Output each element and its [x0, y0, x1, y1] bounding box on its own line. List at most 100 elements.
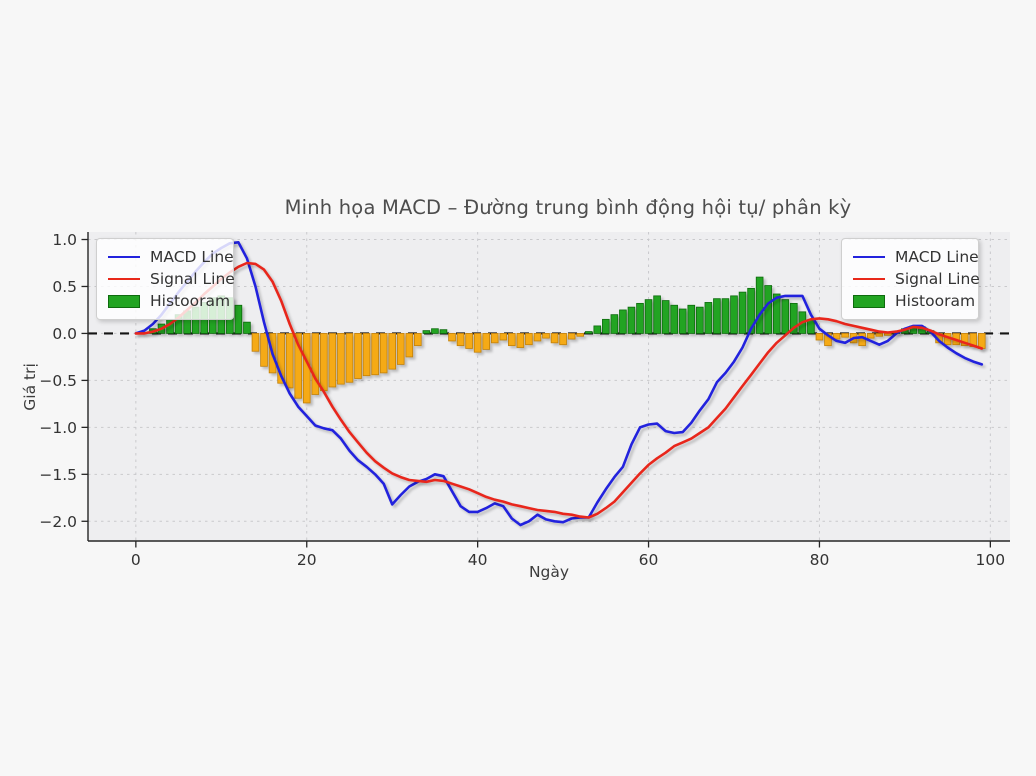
legend-label-macd: MACD Line — [150, 248, 234, 266]
histogram-swatch — [853, 294, 885, 308]
histogram-bar — [354, 333, 362, 379]
histogram-bar — [841, 333, 849, 338]
x-tick-label: 60 — [639, 551, 659, 569]
y-tick-label: −1.5 — [39, 466, 77, 484]
legend-label-signal: Signal Line — [895, 270, 980, 288]
histogram-bar — [337, 333, 345, 385]
y-tick-label: 0.0 — [52, 325, 77, 343]
histogram-bar — [405, 333, 414, 358]
histogram-swatch — [108, 294, 140, 308]
legend-label-histogram: Histooram — [895, 292, 976, 310]
histogram-bar — [875, 333, 884, 337]
x-tick-label: 100 — [976, 551, 1006, 569]
legend-label-macd: MACD Line — [895, 248, 979, 266]
histogram-bar — [465, 333, 473, 349]
x-tick-label: 0 — [131, 551, 141, 569]
macd-line-swatch — [853, 256, 885, 258]
histogram-bar — [328, 333, 337, 388]
x-tick-label: 40 — [468, 551, 488, 569]
histogram-bar — [978, 333, 986, 349]
histogram-bar — [781, 299, 790, 334]
histogram-bar — [653, 295, 661, 334]
y-tick-label: −0.5 — [39, 372, 77, 390]
histogram-bar — [713, 298, 721, 334]
histogram-bar — [721, 298, 730, 334]
y-axis-label: Giá trị — [21, 363, 39, 411]
histogram-bar — [790, 302, 798, 334]
legend-label-signal: Signal Line — [150, 270, 235, 288]
histogram-bar — [807, 319, 815, 334]
legend-item-macd: MACD Line — [853, 246, 979, 268]
legend-label-histogram: Histooram — [150, 292, 231, 310]
histogram-bar — [738, 291, 747, 334]
histogram-bar — [482, 333, 490, 350]
histogram-bar — [593, 325, 602, 334]
histogram-bar — [533, 333, 542, 342]
x-axis-label: Ngày — [528, 563, 570, 581]
legend-upper-right: MACD Line Signal Line Histooram — [841, 238, 980, 320]
histogram-bar — [747, 287, 755, 334]
histogram-bar — [602, 318, 610, 334]
histogram-bar — [704, 302, 713, 334]
histogram-bar — [456, 333, 465, 347]
histogram-bar — [371, 333, 379, 376]
histogram-bar — [567, 333, 576, 340]
histogram-bar — [687, 304, 696, 334]
histogram-bar — [311, 333, 320, 395]
histogram-bar — [525, 333, 533, 346]
histogram-bar — [772, 293, 781, 334]
legend-upper-left: MACD Line Signal Line Histooram — [96, 238, 235, 320]
histogram-bar — [362, 333, 371, 377]
signal-line-swatch — [108, 278, 140, 280]
histogram-bar — [824, 333, 832, 347]
histogram-bar — [678, 308, 687, 334]
histogram-bar — [388, 333, 397, 370]
histogram-bar — [960, 333, 969, 347]
histogram-bar — [448, 333, 456, 342]
histogram-bar — [277, 333, 285, 384]
histogram-bar — [661, 300, 670, 334]
x-tick-label: 80 — [810, 551, 830, 569]
histogram-bar — [866, 333, 875, 339]
histogram-bar — [755, 276, 764, 334]
histogram-bar — [431, 328, 439, 334]
histogram-bar — [764, 285, 772, 334]
y-tick-label: −1.0 — [39, 419, 77, 437]
signal-line — [134, 261, 984, 519]
histogram-bar — [260, 333, 268, 367]
histogram-bar — [499, 333, 508, 341]
histogram-bar — [490, 333, 499, 344]
histogram-bar — [345, 333, 354, 383]
histogram-bar — [414, 333, 422, 347]
legend-item-histogram: Histooram — [108, 290, 230, 312]
histogram-bar — [320, 333, 328, 392]
histogram-bar — [576, 333, 584, 337]
histogram-bar — [627, 306, 636, 334]
histogram-bar — [584, 331, 593, 334]
legend-item-signal: Signal Line — [853, 268, 980, 290]
y-tick-label: 0.5 — [52, 278, 77, 296]
histogram-bar — [730, 295, 738, 334]
macd-line — [134, 241, 984, 527]
histogram-bar — [610, 314, 619, 334]
histogram-bar — [619, 309, 627, 334]
histogram-bar — [644, 299, 653, 334]
histogram-bar — [559, 333, 567, 346]
histogram-bar — [243, 321, 251, 334]
histogram-bar — [636, 302, 644, 334]
histogram-bar — [234, 304, 243, 334]
histogram-bar — [815, 333, 824, 341]
histogram-bar — [542, 333, 550, 339]
histogram-bar — [696, 306, 704, 334]
macd-line-swatch — [108, 256, 140, 258]
x-tick-label: 20 — [297, 551, 317, 569]
y-tick-label: 1.0 — [52, 231, 77, 249]
histogram-bar — [379, 333, 388, 374]
histogram-bar — [670, 304, 678, 334]
histogram-bar — [439, 329, 448, 334]
histogram-bar — [396, 333, 405, 365]
histogram-bar — [294, 333, 303, 399]
histogram-bar — [550, 333, 559, 344]
chart-title: Minh họa MACD – Đường trung bình động hộ… — [284, 196, 852, 219]
